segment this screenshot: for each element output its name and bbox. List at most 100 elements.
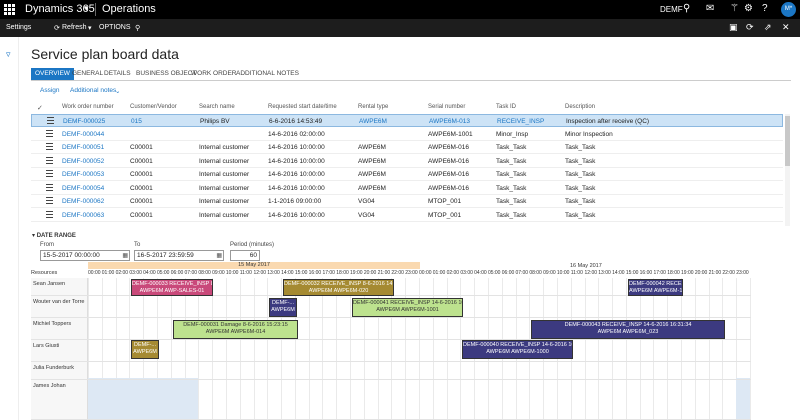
table-row[interactable]: DEMF-000044 14-6-2016 02:00:00 AWPE6M-1001… bbox=[31, 128, 783, 141]
row-menu-icon[interactable] bbox=[47, 117, 54, 126]
table-row[interactable]: DEMF-000025 015 Philips BV 6-6-2016 14:53:4… bbox=[31, 114, 783, 127]
table-row[interactable]: DEMF-000052 C00001 Internal customer 14-6-2… bbox=[31, 155, 783, 168]
popout-icon[interactable]: ⇗ bbox=[764, 22, 772, 32]
gear-icon[interactable]: ⚙ bbox=[744, 3, 753, 14]
hour-label: 12:00 bbox=[253, 270, 267, 276]
additional-notes-button[interactable]: Additional notes bbox=[70, 87, 117, 94]
table-cell: AWPE6M bbox=[358, 171, 386, 178]
row-menu-icon[interactable] bbox=[46, 197, 53, 206]
task-block[interactable]: DEMF-... AWPE6M bbox=[131, 340, 159, 359]
hour-label: 05:00 bbox=[487, 270, 501, 276]
avatar[interactable]: M* bbox=[781, 2, 796, 17]
row-menu-icon[interactable] bbox=[46, 170, 53, 179]
tab-additional-notes[interactable]: ADDITIONAL NOTES bbox=[236, 70, 299, 77]
office-icon[interactable]: ▣ bbox=[729, 22, 738, 32]
table-cell: Task_Task bbox=[565, 171, 596, 178]
column-header[interactable]: Rental type bbox=[358, 104, 389, 110]
scrollbar-thumb[interactable] bbox=[785, 116, 790, 166]
table-row[interactable]: DEMF-000053 C00001 Internal customer 14-6-2… bbox=[31, 168, 783, 181]
table-cell: VG04 bbox=[358, 211, 375, 219]
chevron-down-icon[interactable]: ⌄ bbox=[115, 88, 121, 95]
refresh-button[interactable]: Refresh bbox=[62, 24, 87, 31]
module-name[interactable]: Operations bbox=[102, 3, 156, 15]
resource-row[interactable]: Lars Giusti bbox=[31, 340, 751, 362]
tab-details[interactable]: DETAILS bbox=[104, 70, 131, 77]
tab-general[interactable]: GENERAL bbox=[72, 70, 104, 77]
task-block[interactable]: DEMF-... AWPE6M bbox=[269, 298, 297, 317]
chevron-down-icon[interactable]: ▾ bbox=[84, 3, 89, 13]
row-menu-icon[interactable] bbox=[46, 156, 53, 166]
task-block[interactable]: DEMF-000041 RECEIVE_INSP 14-6-2016 16:2.… bbox=[352, 298, 463, 317]
task-block[interactable]: DEMF-000033 RECEIVE_INSP 8-6...AWPE6M AW… bbox=[131, 279, 213, 296]
calendar-icon[interactable]: ▦ bbox=[122, 253, 128, 259]
from-date-field[interactable]: 15-5-2017 00:00:00 ▦ bbox=[40, 250, 130, 261]
table-row[interactable]: DEMF-000054 C00001 Internal customer 14-6-2… bbox=[31, 182, 783, 195]
resource-row[interactable]: Wouter van der Torre bbox=[31, 296, 751, 318]
resource-row[interactable]: James Johan bbox=[31, 380, 751, 420]
close-icon[interactable]: ✕ bbox=[782, 22, 790, 32]
task-block[interactable]: DEMF-000032 RECEIVE_INSP 8-6-2016 14:56.… bbox=[283, 279, 394, 296]
company-selector[interactable]: DEMF bbox=[660, 5, 683, 14]
search-icon[interactable]: ⚲ bbox=[135, 25, 141, 32]
table-row[interactable]: DEMF-000062 C00001 Internal customer 1-1-20… bbox=[31, 195, 783, 208]
settings-button[interactable]: Settings bbox=[6, 24, 32, 31]
app-name[interactable]: Dynamics 365 bbox=[25, 3, 95, 15]
row-menu-icon[interactable] bbox=[46, 183, 53, 193]
calendar-icon[interactable]: ▦ bbox=[216, 253, 222, 259]
bell-icon[interactable]: ⚚ bbox=[730, 3, 739, 14]
help-icon[interactable]: ? bbox=[762, 3, 768, 14]
to-date-field[interactable]: 16-5-2017 23:59:59 ▦ bbox=[134, 250, 224, 261]
hour-gridline bbox=[377, 278, 379, 420]
column-header[interactable]: Requested start date/time bbox=[268, 104, 337, 110]
period-field[interactable]: 60 bbox=[230, 250, 260, 261]
table-cell: DEMF-000044 bbox=[62, 130, 105, 138]
table-cell: C00001 bbox=[130, 211, 153, 219]
tab-business-object[interactable]: BUSINESS OBJECT bbox=[136, 70, 197, 77]
column-header[interactable]: Work order number bbox=[62, 104, 114, 110]
hour-gridline bbox=[212, 278, 214, 420]
row-menu-icon[interactable] bbox=[46, 210, 53, 220]
options-button[interactable]: OPTIONS bbox=[99, 24, 131, 31]
table-cell: AWPE6M bbox=[358, 157, 386, 165]
column-header[interactable]: Task ID bbox=[496, 104, 517, 110]
hour-label: 17:00 bbox=[653, 270, 666, 276]
column-header[interactable]: Description bbox=[565, 104, 596, 110]
non-working-time bbox=[736, 378, 750, 420]
from-label: From bbox=[40, 242, 54, 248]
row-menu-icon[interactable] bbox=[46, 143, 53, 152]
column-header[interactable]: Search name bbox=[199, 104, 235, 110]
select-all-check-icon[interactable]: ✓ bbox=[37, 105, 43, 112]
table-cell: C00001 bbox=[130, 171, 153, 178]
task-block[interactable]: DEMF-000040 RECEIVE_INSP 14-6-2016 16:2.… bbox=[462, 340, 573, 359]
table-cell: DEMF-000052 bbox=[62, 157, 105, 165]
task-block[interactable]: DEMF-000043 RECEIVE_INSP 14-6-2016 16:31… bbox=[531, 320, 725, 339]
refresh-icon[interactable]: ⟳ bbox=[54, 25, 60, 32]
task-block[interactable]: DEMF-000042 RECEIVE_INS...AWPE6M AWPE6M-… bbox=[628, 279, 683, 296]
chevron-down-icon[interactable]: ▾ bbox=[88, 25, 92, 32]
resource-row[interactable]: Michiel Toppers bbox=[31, 318, 751, 340]
message-icon[interactable]: ✉ bbox=[706, 3, 715, 14]
tab-overview[interactable]: OVERVIEW bbox=[31, 68, 74, 80]
row-menu-icon[interactable] bbox=[46, 129, 53, 139]
date-range-section[interactable]: ▾ DATE RANGE bbox=[32, 233, 76, 239]
table-cell: C00001 bbox=[130, 184, 153, 192]
tab-work-order[interactable]: WORK ORDER bbox=[191, 70, 237, 77]
table-cell: Internal customer bbox=[199, 157, 250, 165]
hour-label: 08:00 bbox=[198, 270, 211, 276]
resource-row[interactable]: Julia Funderburk bbox=[31, 362, 751, 380]
column-header[interactable]: Customer/Vendor bbox=[130, 104, 177, 110]
refresh-icon[interactable]: ⟳ bbox=[746, 22, 754, 32]
search-icon[interactable]: ⚲ bbox=[683, 3, 691, 14]
app-launcher-icon[interactable] bbox=[4, 4, 15, 15]
task-subtitle: AWPE6M AWPE6M-1000 bbox=[486, 349, 549, 355]
table-row[interactable]: DEMF-000051 C00001 Internal customer 14-6-2… bbox=[31, 141, 783, 154]
hour-gridline bbox=[750, 278, 751, 420]
task-block[interactable]: DEMF-000031 Damage 8-6-2016 15:23:15 AWPE… bbox=[173, 320, 298, 339]
table-row[interactable]: DEMF-000063 C00001 Internal customer 14-6-2… bbox=[31, 209, 783, 222]
filter-icon[interactable]: ▿ bbox=[6, 49, 11, 59]
assign-button[interactable]: Assign bbox=[40, 87, 60, 94]
scrollbar[interactable] bbox=[785, 114, 790, 226]
hour-label: 16:00 bbox=[639, 270, 653, 276]
table-cell: Internal customer bbox=[199, 144, 250, 151]
column-header[interactable]: Serial number bbox=[428, 104, 466, 110]
